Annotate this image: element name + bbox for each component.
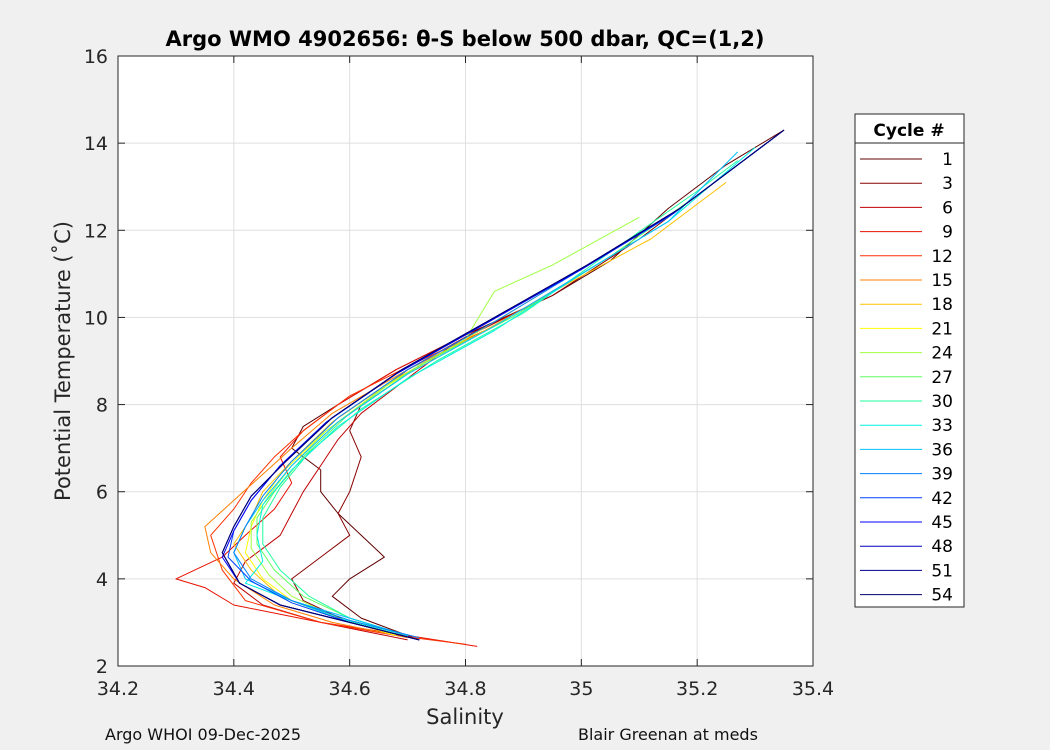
y-tick-label: 8 — [96, 395, 108, 417]
y-tick-label: 2 — [96, 656, 108, 678]
x-tick-label: 34.6 — [329, 678, 371, 700]
series-line-cycle-54 — [221, 129, 785, 641]
axis-ticks: 34.2 34.4 34.6 34.8 35 35.2 35.4 2 4 6 8 10 12 14 16 — [84, 46, 834, 700]
legend-label: 48 — [931, 537, 953, 557]
footer-author: Blair Greenan at meds — [578, 725, 758, 744]
legend-label: 33 — [931, 416, 953, 436]
x-tick-label: 34.8 — [444, 678, 486, 700]
legend-label: 27 — [931, 368, 953, 388]
y-tick-label: 14 — [84, 133, 108, 155]
y-tick-label: 10 — [84, 307, 108, 329]
legend-label: 18 — [931, 295, 953, 315]
series-line-cycle-33 — [244, 147, 756, 636]
x-tick-label: 35.2 — [676, 678, 718, 700]
x-tick-label: 35.4 — [792, 678, 834, 700]
series-lines — [175, 129, 785, 647]
legend-label: 39 — [931, 465, 953, 485]
legend-label: 21 — [931, 319, 953, 339]
legend-label: 42 — [931, 489, 953, 509]
legend: Cycle # 13691215182124273033363942454851… — [854, 113, 965, 608]
legend-label: 1 — [942, 150, 953, 170]
legend-label: 3 — [942, 174, 953, 194]
legend-label: 54 — [931, 586, 953, 606]
legend-label: 6 — [942, 198, 953, 218]
legend-label: 30 — [931, 392, 953, 412]
x-tick-label: 34.2 — [97, 678, 139, 700]
legend-label: 12 — [931, 247, 953, 267]
legend-label: 15 — [931, 271, 953, 291]
y-axis-label: Potential Temperature (˚C) — [51, 221, 75, 501]
legend-title: Cycle # — [873, 121, 944, 141]
legend-box — [854, 113, 965, 608]
x-axis-label: Salinity — [426, 705, 504, 729]
chart-title: Argo WMO 4902656: θ-S below 500 dbar, QC… — [166, 27, 765, 51]
series-line-cycle-27 — [256, 194, 698, 636]
series-line-cycle-24 — [250, 216, 640, 636]
legend-label: 51 — [931, 561, 953, 581]
series-line-cycle-30 — [262, 160, 739, 636]
legend-label: 36 — [931, 440, 953, 460]
y-tick-label: 16 — [84, 46, 108, 68]
y-tick-label: 6 — [96, 482, 108, 504]
y-tick-label: 12 — [84, 220, 108, 242]
legend-label: 45 — [931, 513, 953, 533]
footer-source: Argo WHOI 09-Dec-2025 — [105, 725, 302, 744]
series-line-cycle-12 — [210, 325, 495, 645]
y-tick-label: 4 — [96, 569, 108, 591]
legend-label: 24 — [931, 344, 953, 364]
legend-label: 9 — [942, 223, 953, 243]
x-tick-label: 35 — [569, 678, 593, 700]
x-tick-label: 34.4 — [213, 678, 255, 700]
series-line-cycle-15 — [204, 325, 495, 639]
